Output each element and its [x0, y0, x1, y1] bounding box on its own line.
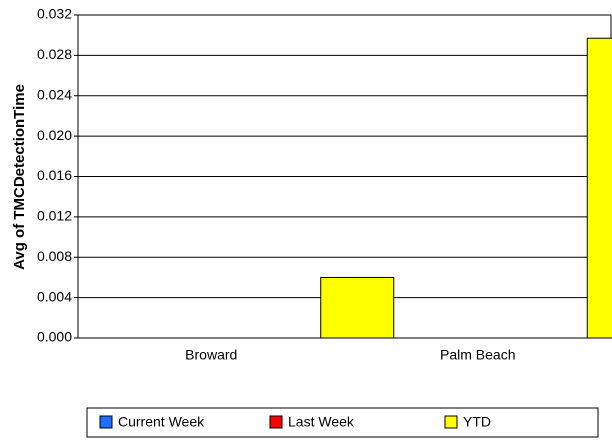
y-tick-label: 0.032 — [37, 6, 72, 22]
legend-label: YTD — [463, 414, 491, 430]
y-tick-label: 0.004 — [37, 288, 72, 304]
legend-box — [86, 407, 599, 438]
x-tick-label: Palm Beach — [440, 347, 515, 363]
y-axis-label: Avg of TMCDetectionTime — [11, 84, 28, 270]
legend-label: Current Week — [118, 414, 205, 430]
y-tick-label: 0.020 — [37, 127, 72, 143]
legend-label: Last Week — [288, 414, 355, 430]
y-tick-label: 0.016 — [37, 167, 72, 183]
y-tick-label: 0.008 — [37, 248, 72, 264]
y-tick-label: 0.012 — [37, 208, 72, 224]
bar — [320, 276, 395, 339]
y-tick-label: 0.024 — [37, 86, 72, 102]
y-tick-label: 0.000 — [37, 329, 72, 345]
legend-swatch — [269, 415, 283, 429]
bar — [586, 37, 612, 339]
legend-swatch — [444, 415, 458, 429]
x-tick-label: Broward — [185, 347, 237, 363]
legend-swatch — [99, 415, 113, 429]
y-tick-label: 0.028 — [37, 46, 72, 62]
